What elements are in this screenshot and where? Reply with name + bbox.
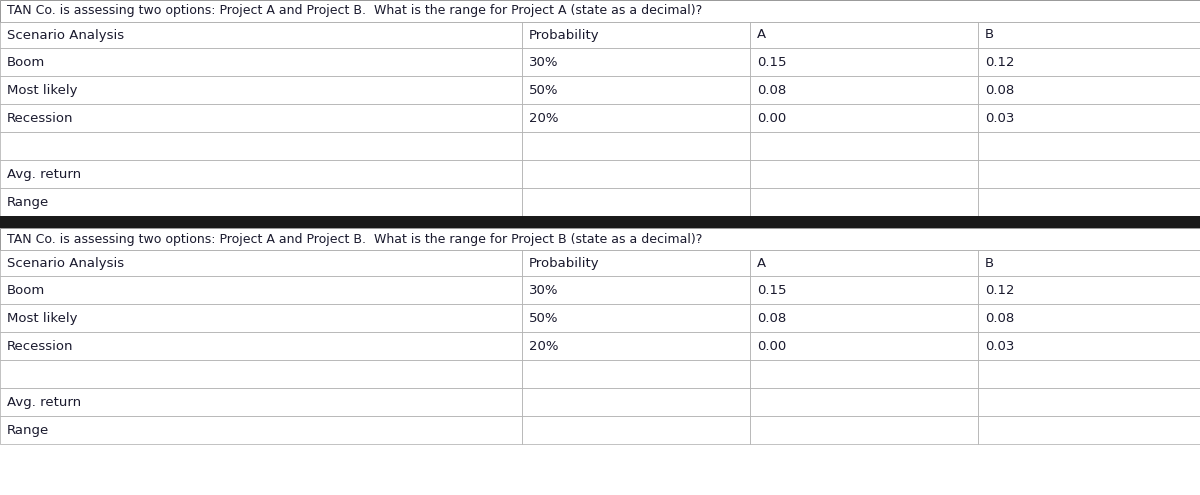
Bar	[0, 228, 1200, 250]
Bar	[978, 48, 1200, 76]
Bar	[0, 76, 522, 104]
Bar	[750, 22, 978, 48]
Bar	[522, 304, 750, 332]
Text: 0.08: 0.08	[985, 84, 1014, 97]
Bar	[522, 276, 750, 304]
Bar	[978, 160, 1200, 188]
Text: 0.08: 0.08	[757, 311, 786, 325]
Text: 0.12: 0.12	[985, 55, 1015, 68]
Bar	[750, 76, 978, 104]
Bar	[0, 0, 1200, 22]
Bar	[978, 276, 1200, 304]
Text: Probability: Probability	[529, 29, 600, 42]
Bar	[522, 132, 750, 160]
Bar	[978, 188, 1200, 216]
Text: 0.03: 0.03	[985, 111, 1014, 125]
Bar	[0, 22, 522, 48]
Bar	[0, 416, 522, 444]
Bar	[0, 332, 522, 360]
Bar	[978, 332, 1200, 360]
Text: TAN Co. is assessing two options: Project A and Project B.  What is the range fo: TAN Co. is assessing two options: Projec…	[7, 233, 702, 246]
Text: 20%: 20%	[529, 111, 559, 125]
Bar	[978, 250, 1200, 276]
Text: Boom: Boom	[7, 55, 46, 68]
Bar	[522, 360, 750, 388]
Bar	[522, 104, 750, 132]
Text: 0.08: 0.08	[757, 84, 786, 97]
Text: Avg. return: Avg. return	[7, 167, 82, 181]
Bar	[750, 332, 978, 360]
Bar	[522, 76, 750, 104]
Bar	[750, 250, 978, 276]
Bar	[522, 416, 750, 444]
Text: Range: Range	[7, 196, 49, 208]
Bar	[0, 216, 1200, 228]
Bar	[750, 160, 978, 188]
Bar	[0, 304, 522, 332]
Bar	[0, 276, 522, 304]
Text: Boom: Boom	[7, 284, 46, 297]
Text: 0.15: 0.15	[757, 284, 787, 297]
Text: 0.03: 0.03	[985, 340, 1014, 352]
Text: 50%: 50%	[529, 311, 559, 325]
Bar	[522, 22, 750, 48]
Text: 0.00: 0.00	[757, 111, 786, 125]
Text: 20%: 20%	[529, 340, 559, 352]
Bar	[522, 188, 750, 216]
Text: Most likely: Most likely	[7, 84, 78, 97]
Text: Range: Range	[7, 424, 49, 437]
Bar	[522, 332, 750, 360]
Text: 0.08: 0.08	[985, 311, 1014, 325]
Bar	[978, 388, 1200, 416]
Bar	[750, 360, 978, 388]
Text: Scenario Analysis: Scenario Analysis	[7, 256, 125, 269]
Text: 50%: 50%	[529, 84, 559, 97]
Bar	[978, 304, 1200, 332]
Bar	[522, 160, 750, 188]
Bar	[978, 132, 1200, 160]
Bar	[978, 416, 1200, 444]
Bar	[750, 104, 978, 132]
Text: Avg. return: Avg. return	[7, 396, 82, 408]
Bar	[522, 250, 750, 276]
Text: Recession: Recession	[7, 111, 73, 125]
Text: 30%: 30%	[529, 284, 559, 297]
Bar	[0, 104, 522, 132]
Bar	[0, 360, 522, 388]
Text: Scenario Analysis: Scenario Analysis	[7, 29, 125, 42]
Text: Probability: Probability	[529, 256, 600, 269]
Bar	[0, 132, 522, 160]
Bar	[0, 188, 522, 216]
Bar	[0, 48, 522, 76]
Bar	[522, 388, 750, 416]
Text: TAN Co. is assessing two options: Project A and Project B.  What is the range fo: TAN Co. is assessing two options: Projec…	[7, 4, 702, 17]
Text: A: A	[757, 256, 767, 269]
Bar	[978, 76, 1200, 104]
Text: 0.00: 0.00	[757, 340, 786, 352]
Bar	[0, 250, 522, 276]
Text: B: B	[985, 256, 995, 269]
Bar	[750, 416, 978, 444]
Text: Recession: Recession	[7, 340, 73, 352]
Bar	[750, 276, 978, 304]
Bar	[522, 48, 750, 76]
Bar	[750, 48, 978, 76]
Text: 0.15: 0.15	[757, 55, 787, 68]
Text: B: B	[985, 29, 995, 42]
Text: 30%: 30%	[529, 55, 559, 68]
Bar	[750, 188, 978, 216]
Bar	[978, 104, 1200, 132]
Text: A: A	[757, 29, 767, 42]
Bar	[0, 160, 522, 188]
Text: 0.12: 0.12	[985, 284, 1015, 297]
Bar	[750, 304, 978, 332]
Bar	[750, 132, 978, 160]
Bar	[978, 22, 1200, 48]
Bar	[978, 360, 1200, 388]
Bar	[750, 388, 978, 416]
Text: Most likely: Most likely	[7, 311, 78, 325]
Bar	[0, 388, 522, 416]
